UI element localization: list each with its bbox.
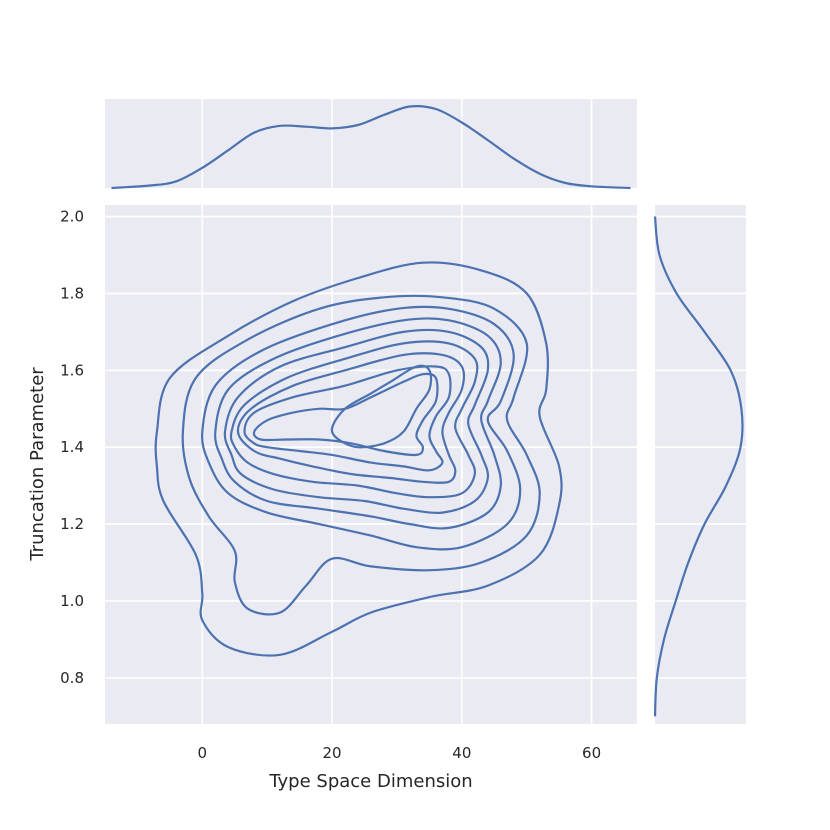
x-tick-label: 20 xyxy=(323,744,342,762)
right-marginal-panel xyxy=(653,205,746,724)
x-axis-title: Type Space Dimension xyxy=(268,771,472,792)
kde-contour-8 xyxy=(243,365,452,472)
kde-contour-3 xyxy=(200,305,522,551)
kde-contour-4 xyxy=(214,317,503,530)
y-tick-label: 1.4 xyxy=(60,438,84,456)
kde-contour-2 xyxy=(181,294,541,616)
main-joint-panel xyxy=(105,205,637,724)
kde-contour-5 xyxy=(223,328,490,514)
y-marginal-density-curve xyxy=(653,216,744,717)
y-tick-label: 1.0 xyxy=(60,592,84,610)
kde-contour-1 xyxy=(154,261,563,657)
right-marginal-background xyxy=(655,205,746,724)
kde-contour-9 xyxy=(252,372,439,457)
y-tick-label: 2.0 xyxy=(60,208,84,226)
x-marginal-density-curve xyxy=(111,105,631,190)
kde-contour-10 xyxy=(330,364,433,449)
main-panel-gridlines xyxy=(105,205,637,724)
kde-contour-lines xyxy=(154,261,563,657)
y-axis-tick-labels: 0.8 1.0 1.2 1.4 1.6 1.8 2.0 xyxy=(60,208,84,687)
x-tick-label: 0 xyxy=(198,744,208,762)
y-tick-label: 1.2 xyxy=(60,515,84,533)
top-marginal-background xyxy=(105,99,637,188)
y-tick-label: 1.6 xyxy=(60,361,84,379)
kde-contour-6 xyxy=(229,340,479,499)
right-marginal-gridlines xyxy=(655,215,746,679)
y-axis-title: Truncation Parameter xyxy=(27,367,48,562)
main-panel-background xyxy=(105,205,637,724)
top-marginal-gridlines xyxy=(201,99,593,188)
kde-contour-7 xyxy=(236,352,465,484)
y-tick-label: 0.8 xyxy=(60,669,84,687)
top-marginal-panel xyxy=(105,99,637,190)
x-tick-label: 60 xyxy=(582,744,601,762)
x-axis-tick-labels: 0 20 40 60 xyxy=(198,744,602,762)
x-tick-label: 40 xyxy=(452,744,471,762)
y-tick-label: 1.8 xyxy=(60,284,84,302)
